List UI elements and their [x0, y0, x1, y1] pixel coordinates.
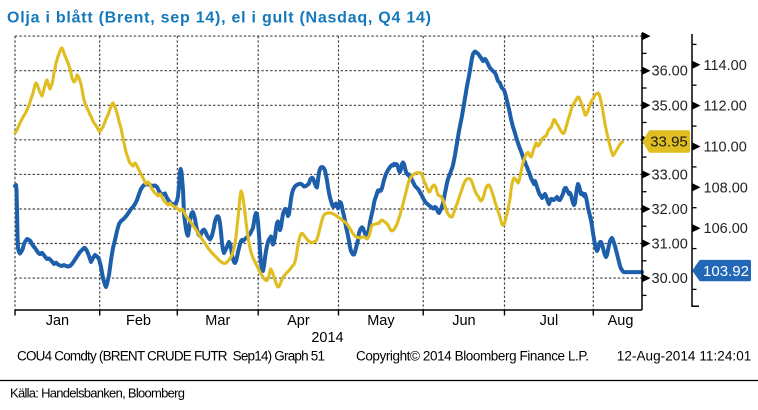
svg-text:COU4 Comdty (BRENT CRUDE FUTR: COU4 Comdty (BRENT CRUDE FUTR Sep14) Gra…	[17, 349, 325, 364]
svg-text:110.00: 110.00	[704, 140, 747, 156]
svg-text:May: May	[367, 313, 395, 329]
svg-text:108.00: 108.00	[704, 180, 748, 196]
svg-text:30.00: 30.00	[652, 271, 688, 287]
svg-text:Apr: Apr	[287, 313, 310, 329]
svg-text:35.00: 35.00	[652, 98, 688, 114]
svg-text:106.00: 106.00	[704, 221, 748, 237]
svg-text:112.00: 112.00	[704, 99, 747, 115]
svg-text:12-Aug-2014 11:24:01: 12-Aug-2014 11:24:01	[617, 349, 752, 364]
svg-text:33.00: 33.00	[652, 167, 688, 183]
svg-text:Aug: Aug	[608, 313, 634, 329]
svg-text:Jan: Jan	[46, 313, 69, 329]
svg-text:Jul: Jul	[540, 313, 559, 329]
svg-text:Copyright© 2014 Bloomberg Fina: Copyright© 2014 Bloomberg Finance L.P.	[356, 349, 589, 364]
svg-text:Jun: Jun	[452, 313, 475, 329]
svg-text:Mar: Mar	[205, 313, 230, 329]
svg-text:2014: 2014	[311, 330, 343, 346]
svg-text:Feb: Feb	[126, 313, 151, 329]
svg-text:33.95: 33.95	[650, 134, 688, 151]
svg-text:36.00: 36.00	[652, 64, 688, 80]
svg-text:32.00: 32.00	[652, 202, 688, 218]
svg-text:Olja i blått (Brent, sep 14),: Olja i blått (Brent, sep 14), el i gult …	[7, 9, 431, 27]
svg-text:31.00: 31.00	[652, 237, 688, 253]
svg-text:Källa: Handelsbanken, Bloomber: Källa: Handelsbanken, Bloomberg	[10, 386, 185, 401]
svg-text:103.92: 103.92	[703, 263, 749, 280]
svg-text:114.00: 114.00	[704, 58, 747, 74]
